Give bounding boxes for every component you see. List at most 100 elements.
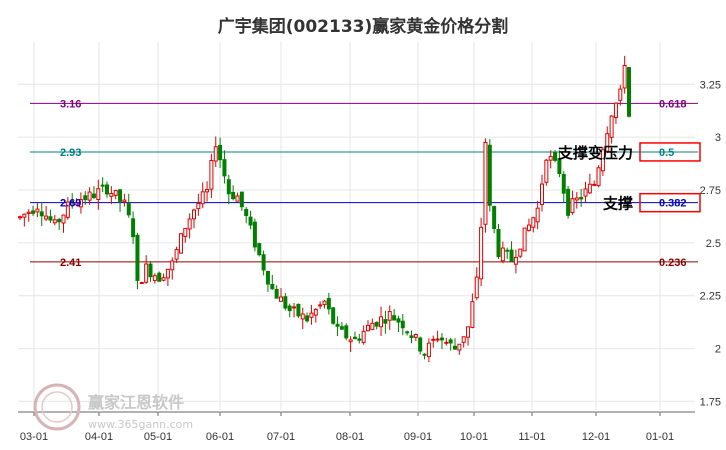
labels-layer: 1.75 2 2.25 2.5 2.75 3 3.25 03-01 04-01 05-01 06-0…	[20, 79, 721, 443]
candle-body	[348, 339, 353, 343]
candle-body	[44, 215, 49, 220]
candle-body	[296, 303, 301, 317]
y-tick-label: 3.25	[700, 79, 721, 91]
x-tick-label: 11-01	[518, 431, 545, 443]
level-value-label: 2.69	[60, 198, 81, 210]
candle-body	[622, 65, 627, 89]
level-ratio-label: 0.618	[659, 98, 687, 110]
candle-body	[413, 333, 418, 338]
candle-body	[513, 256, 518, 265]
y-tick-label: 3	[715, 132, 721, 144]
annotation-label: 支撑变压力	[557, 144, 633, 162]
candle-body	[113, 190, 118, 196]
y-tick-label: 1.75	[700, 396, 721, 408]
watermark-url: www.365gann.com	[88, 418, 193, 431]
grid-layer	[18, 42, 695, 416]
candle-body	[313, 308, 318, 316]
candle-body	[218, 144, 223, 161]
candle-body	[74, 202, 79, 206]
candle-body	[209, 160, 214, 190]
candle-body	[366, 324, 370, 332]
candle-body	[483, 141, 488, 225]
candle-body	[105, 184, 109, 195]
candle-body	[618, 88, 623, 101]
candle-body	[466, 326, 471, 338]
candle-body	[418, 337, 423, 352]
x-tick-label: 09-01	[404, 431, 432, 443]
candle-body	[426, 342, 431, 358]
candle-body	[526, 224, 531, 231]
candle-body	[326, 297, 331, 310]
candle-body	[248, 216, 253, 226]
candle-body	[339, 326, 344, 330]
y-tick-label: 2	[715, 344, 721, 356]
candle-body	[553, 151, 558, 161]
candle-body	[505, 249, 510, 252]
candle-body	[487, 144, 492, 206]
x-tick-label: 05-01	[144, 431, 172, 443]
candle-body	[57, 218, 62, 223]
candle-body	[352, 336, 357, 340]
candle-body	[70, 200, 75, 203]
candle-body	[183, 227, 188, 237]
candle-body	[374, 321, 379, 327]
candle-body	[274, 288, 279, 299]
candle-body	[152, 275, 157, 281]
candle-body	[613, 102, 618, 119]
candle-body	[222, 159, 227, 177]
candle-body	[387, 311, 392, 321]
candle-body	[61, 214, 66, 224]
candle-body	[557, 158, 562, 175]
candle-body	[213, 146, 218, 162]
candle-body	[431, 338, 436, 341]
candle-body	[126, 202, 131, 216]
candle-body	[100, 184, 105, 187]
candle-body	[87, 191, 92, 201]
watermark-seal-inner	[41, 391, 73, 423]
candle-body	[435, 338, 440, 341]
candle-body	[531, 217, 536, 228]
candle-body	[470, 301, 475, 328]
candle-body	[144, 263, 149, 283]
candle-body	[196, 202, 201, 210]
candle-body	[287, 305, 292, 312]
candle-body	[379, 316, 384, 328]
candle-body	[52, 219, 57, 224]
candle-body	[561, 174, 566, 194]
candle-body	[139, 282, 144, 285]
candle-body	[65, 201, 70, 218]
level-value-label: 2.41	[60, 257, 81, 269]
candle-body	[244, 208, 249, 216]
candle-body	[161, 277, 166, 281]
candle-body	[474, 276, 479, 299]
watermark-text: 赢家江恩软件	[88, 393, 184, 412]
candle-body	[309, 312, 314, 318]
candle-body	[283, 296, 288, 309]
candle-body	[405, 331, 410, 334]
candle-body	[35, 208, 40, 213]
candle-body	[91, 193, 96, 199]
annotation-box	[639, 142, 701, 162]
candle-body	[231, 191, 236, 200]
candles-layer	[18, 55, 631, 363]
candle-body	[461, 336, 466, 343]
x-tick-label: 08-01	[336, 431, 364, 443]
candle-body	[492, 206, 497, 230]
candle-body	[187, 218, 192, 230]
candle-body	[335, 323, 340, 327]
candle-body	[400, 320, 405, 329]
level-lines-layer	[30, 102, 698, 263]
candle-body	[200, 191, 205, 205]
candle-body	[26, 211, 31, 214]
candle-body	[422, 353, 427, 356]
candle-body	[239, 191, 244, 208]
candle-body	[31, 210, 36, 214]
candle-body	[540, 183, 544, 205]
candle-body	[226, 179, 231, 195]
candle-body	[261, 254, 266, 271]
candle-body	[157, 272, 162, 282]
annotation-box	[639, 192, 701, 213]
candle-body	[174, 249, 179, 260]
candle-body	[265, 270, 270, 285]
